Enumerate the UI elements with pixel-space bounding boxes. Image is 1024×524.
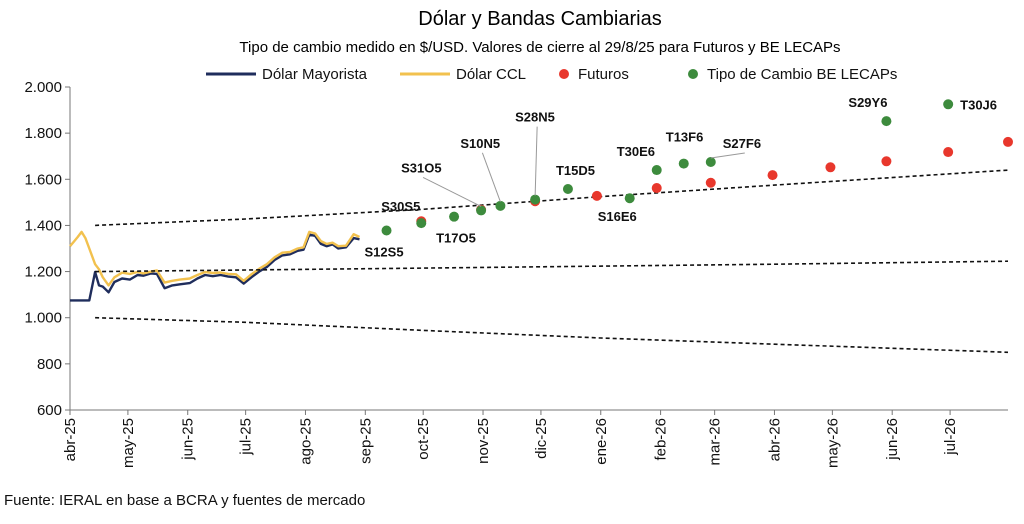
legend-marker-futuros — [559, 69, 569, 79]
y-tick-label: 1.000 — [24, 310, 62, 327]
point-tipo-de-cambio-be-lecaps — [678, 158, 689, 169]
annotation-label-t30e6: T30E6 — [617, 144, 655, 159]
point-futuros — [651, 183, 662, 194]
series-line-banda-superior — [95, 169, 1009, 227]
legend-label-dolar-mayorista: Dólar Mayorista — [262, 66, 368, 83]
point-futuros — [943, 147, 954, 158]
x-tick-label: jul-25 — [238, 418, 255, 456]
annotation-label-s16e6: S16E6 — [598, 209, 637, 224]
y-tick-label: 1.800 — [24, 125, 62, 142]
point-tipo-de-cambio-be-lecaps — [530, 194, 541, 205]
point-futuros — [767, 170, 778, 181]
y-tick-label: 1.200 — [24, 264, 62, 281]
point-tipo-de-cambio-be-lecaps — [562, 183, 573, 194]
y-tick-label: 1.600 — [24, 171, 62, 188]
x-tick-label: ago-25 — [297, 418, 314, 465]
y-tick-label: 2.000 — [24, 79, 62, 96]
x-tick-label: feb-26 — [653, 418, 670, 461]
legend-label-dolar-ccl: Dólar CCL — [456, 66, 526, 83]
point-tipo-de-cambio-be-lecaps — [381, 225, 392, 236]
annotation-label-s10n5: S10N5 — [460, 136, 500, 151]
point-tipo-de-cambio-be-lecaps — [943, 99, 954, 110]
y-tick-label: 1.400 — [24, 217, 62, 234]
x-tick-label: abr-26 — [766, 418, 783, 461]
y-tick-label: 600 — [37, 402, 62, 419]
series-line-dolar-ccl — [69, 230, 361, 287]
point-futuros — [825, 162, 836, 173]
point-tipo-de-cambio-be-lecaps — [624, 193, 635, 204]
x-tick-label: abr-25 — [62, 418, 79, 461]
chart-subtitle: Tipo de cambio medido en $/USD. Valores … — [239, 39, 840, 56]
point-tipo-de-cambio-be-lecaps — [476, 205, 487, 216]
point-tipo-de-cambio-be-lecaps — [881, 116, 892, 127]
point-futuros — [881, 156, 892, 167]
annotation-label-s28n5: S28N5 — [515, 110, 555, 125]
legend: Dólar Mayorista Dólar CCL Futuros Tipo d… — [206, 66, 897, 83]
chart-source: Fuente: IERAL en base a BCRA y fuentes d… — [4, 492, 365, 509]
annotation-label-s12s5: S12S5 — [365, 245, 404, 260]
x-tick-label: nov-25 — [475, 418, 492, 464]
x-tick-label: may-26 — [824, 418, 841, 468]
point-futuros — [1003, 136, 1013, 147]
annotation-label-s30s5: S30S5 — [381, 199, 420, 214]
x-tick-label: jul-26 — [942, 418, 959, 456]
annotation-label-t30j6: T30J6 — [960, 97, 997, 112]
annotation-label-t15d5: T15D5 — [556, 163, 595, 178]
annotation-label-t17o5: T17O5 — [436, 231, 476, 246]
point-tipo-de-cambio-be-lecaps — [651, 165, 662, 176]
point-tipo-de-cambio-be-lecaps — [495, 200, 506, 211]
x-tick-label: ene-26 — [593, 418, 610, 465]
x-tick-label: jun-25 — [180, 418, 197, 461]
annotation-label-t13f6: T13F6 — [666, 130, 704, 145]
annotation-label-s27f6: S27F6 — [723, 136, 761, 151]
annotation-label-s31o5: S31O5 — [401, 160, 441, 175]
annotation-leader-line — [422, 176, 482, 207]
legend-label-lecaps: Tipo de Cambio BE LECAPs — [707, 66, 897, 83]
series-line-banda-inferior — [95, 316, 1009, 354]
annotation-label-s29y6: S29Y6 — [848, 95, 887, 110]
point-futuros — [705, 177, 716, 188]
legend-label-futuros: Futuros — [578, 66, 629, 83]
y-tick-label: 800 — [37, 356, 62, 373]
point-tipo-de-cambio-be-lecaps — [416, 218, 427, 229]
x-tick-label: dic-25 — [533, 418, 550, 459]
point-futuros — [591, 190, 602, 201]
chart-title: Dólar y Bandas Cambiarias — [418, 8, 661, 30]
annotation-leader-line — [534, 126, 538, 196]
annotation-leader-line — [481, 152, 501, 202]
x-tick-label: may-25 — [120, 418, 137, 468]
x-tick-label: sep-25 — [357, 418, 374, 464]
series-line-dolar-mayorista — [70, 233, 360, 302]
x-tick-label: jun-26 — [884, 418, 901, 461]
legend-marker-lecaps — [688, 69, 698, 79]
plot-area: 600 800 1.000 1.200 1.400 1.600 1.800 2.000 abr-… — [24, 79, 1013, 468]
point-tipo-de-cambio-be-lecaps — [449, 211, 460, 222]
point-tipo-de-cambio-be-lecaps — [705, 156, 716, 167]
series-line-banda-media — [95, 260, 1009, 273]
annotation-leader-line — [710, 152, 745, 159]
x-tick-label: mar-26 — [707, 418, 724, 466]
x-tick-label: oct-25 — [415, 418, 432, 460]
